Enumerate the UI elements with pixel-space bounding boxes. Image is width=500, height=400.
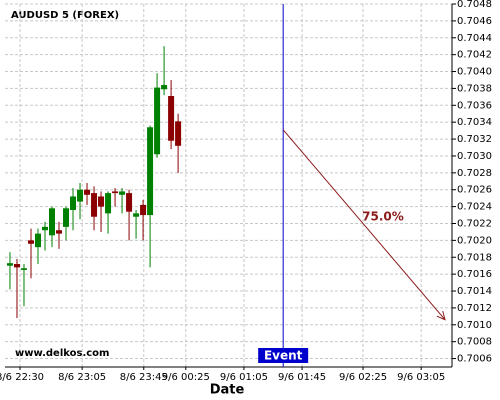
candle-body [70, 196, 77, 210]
candle [77, 182, 84, 220]
candle-body [91, 193, 98, 217]
candle [6, 252, 13, 290]
y-tick-label: 0.7046 [457, 16, 492, 27]
y-tick-label: 0.7034 [457, 117, 492, 128]
candle [175, 113, 182, 173]
candle [168, 79, 175, 150]
y-tick-label: 0.7042 [457, 50, 492, 61]
candle [112, 188, 119, 207]
y-tick-label: 0.7016 [457, 269, 492, 280]
arrow-head [436, 310, 446, 321]
y-tick-label: 0.7036 [457, 100, 492, 111]
candle [140, 199, 147, 241]
candle-body [13, 264, 20, 268]
candle-body [20, 268, 27, 270]
chart-title: AUDUSD 5 (FOREX) [11, 10, 119, 21]
candle-body [119, 191, 126, 195]
candle-body [140, 204, 147, 216]
x-tick-label: 9/6 03:05 [397, 372, 445, 383]
candle [34, 228, 41, 265]
x-tick-label: 9/6 00:25 [162, 372, 210, 383]
x-tick-label: 9/6 02:25 [339, 372, 387, 383]
candle [20, 264, 27, 307]
candle [41, 221, 48, 251]
candle-body [77, 189, 84, 202]
candle [91, 186, 98, 231]
y-tick-label: 0.7020 [457, 235, 492, 246]
candle [63, 206, 70, 241]
candle [147, 125, 154, 268]
x-tick-label: 8/6 23:45 [120, 372, 168, 383]
candle [56, 221, 63, 249]
y-tick-label: 0.7044 [457, 33, 492, 44]
x-tick-label: 8/6 23:05 [58, 372, 106, 383]
event-box [258, 348, 309, 363]
candle [27, 228, 34, 279]
candle [105, 191, 112, 234]
y-tick-label: 0.7014 [457, 286, 492, 297]
y-tick-label: 0.7038 [457, 83, 492, 94]
y-tick-label: 0.7040 [457, 67, 492, 78]
candle-body [168, 96, 175, 141]
y-tick-label: 0.7032 [457, 134, 492, 145]
candle-body [175, 121, 182, 146]
x-tick-label: 8/6 22:30 [0, 372, 44, 383]
y-tick-label: 0.7030 [457, 151, 492, 162]
y-tick-label: 0.7018 [457, 252, 492, 263]
candle [133, 209, 140, 239]
candle-body [56, 230, 63, 234]
candle-body [154, 87, 161, 155]
candle [49, 206, 56, 248]
candle-body [27, 240, 34, 244]
y-tick-label: 0.7048 [457, 0, 492, 10]
candle [119, 188, 126, 214]
candle [98, 191, 105, 232]
candle-body [49, 208, 56, 236]
projection-label: 75.0% [362, 210, 404, 224]
y-tick-label: 0.7012 [457, 303, 492, 314]
y-tick-label: 0.7006 [457, 354, 492, 365]
candle-body [126, 193, 133, 212]
candle-body [161, 85, 168, 90]
y-tick-label: 0.7028 [457, 168, 492, 179]
y-tick-label: 0.7008 [457, 337, 492, 348]
candle [161, 46, 168, 96]
candle [154, 73, 161, 158]
x-tick-label: 9/6 01:45 [278, 372, 326, 383]
y-tick-label: 0.7024 [457, 202, 492, 213]
candle-body [147, 127, 154, 216]
candle-body [112, 191, 119, 194]
watermark: www.delkos.com [15, 348, 109, 359]
candle-body [98, 196, 105, 207]
x-axis-label: Date [210, 383, 245, 398]
candle [70, 188, 77, 231]
x-tick-label: 9/6 01:05 [220, 372, 268, 383]
candle-body [63, 208, 70, 227]
candle-body [34, 233, 41, 248]
projection-arrow [282, 129, 446, 321]
y-tick-label: 0.7010 [457, 320, 492, 331]
y-tick-label: 0.7026 [457, 185, 492, 196]
candle [126, 189, 133, 241]
event-label: Event [264, 349, 303, 363]
candle-body [105, 193, 112, 214]
candle-body [6, 263, 13, 266]
candle-body [133, 213, 140, 217]
y-tick-label: 0.7022 [457, 218, 492, 229]
candle-body [41, 226, 48, 231]
candle [84, 182, 91, 205]
candle [13, 258, 20, 319]
candle-body [84, 189, 91, 195]
